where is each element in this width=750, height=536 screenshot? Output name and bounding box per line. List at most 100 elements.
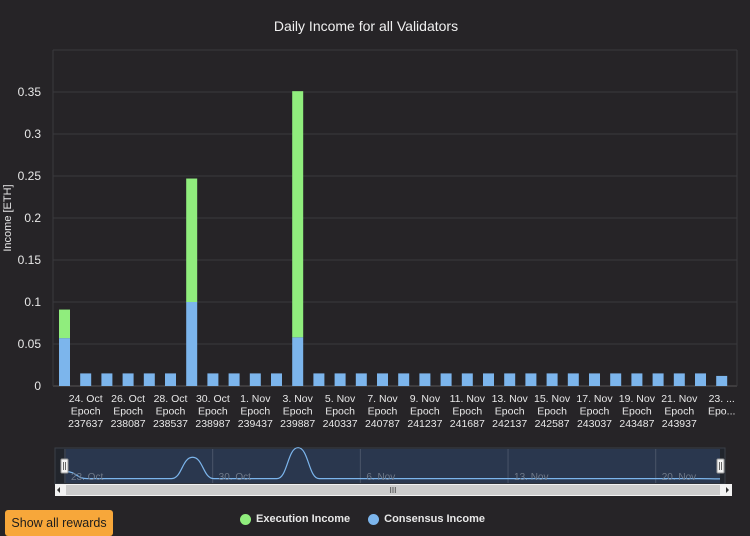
navigator-left-handle[interactable] — [60, 458, 69, 474]
x-tick-text: Epoch — [410, 406, 440, 418]
navigator-series-line — [65, 447, 721, 480]
bar-consensus-25-oct[interactable] — [101, 373, 113, 386]
x-tick-text: 23. ... — [709, 393, 735, 405]
bar-consensus-8-nov[interactable] — [398, 373, 410, 386]
navigator-label: 23. Oct — [71, 472, 103, 483]
legend-label: Consensus Income — [384, 513, 485, 525]
x-tick-text: 30. Oct — [196, 393, 230, 405]
bar-consensus-4-nov[interactable] — [313, 373, 325, 386]
bar-consensus-10-nov[interactable] — [440, 373, 452, 386]
bar-consensus-21-nov[interactable] — [673, 373, 685, 386]
y-tick-label: 0 — [34, 379, 41, 393]
x-tick-text: 238087 — [111, 418, 146, 430]
bar-consensus-31-oct[interactable] — [228, 373, 240, 386]
bar-consensus-9-nov[interactable] — [419, 373, 431, 386]
y-tick-label: 0.1 — [24, 295, 41, 309]
x-tick-text: Epoch — [198, 406, 228, 418]
scroll-left-arrow-icon[interactable] — [57, 487, 60, 493]
x-tick-text: 237637 — [68, 418, 103, 430]
scroll-right-arrow-icon[interactable] — [726, 487, 729, 493]
x-tick-text: 5. Nov — [325, 393, 356, 405]
bar-execution-23-oct[interactable] — [59, 309, 70, 339]
x-tick-text: 243037 — [577, 418, 612, 430]
bar-consensus-26-oct[interactable] — [122, 373, 134, 386]
gridlines — [52, 49, 738, 387]
x-tick-text: 241237 — [407, 418, 442, 430]
bar-consensus-15-nov[interactable] — [546, 373, 558, 386]
x-tick-text: 15. Nov — [534, 393, 571, 405]
navigator-label: 13. Nov — [514, 472, 548, 483]
bar-consensus-30-oct[interactable] — [207, 373, 219, 386]
x-tick-text: 1. Nov — [240, 393, 271, 405]
legend-item-consensus-income[interactable]: Consensus Income — [368, 513, 485, 525]
navigator-label: 20. Nov — [662, 472, 696, 483]
navigator-scrollbar[interactable]: III — [55, 484, 732, 496]
bar-consensus-17-nov[interactable] — [589, 373, 600, 386]
bar-consensus-19-nov[interactable] — [631, 373, 643, 386]
y-tick-label: 0.35 — [18, 85, 42, 99]
bar-consensus-1-nov[interactable] — [249, 373, 261, 386]
x-tick-text: 242587 — [535, 418, 570, 430]
x-tick-text: 9. Nov — [410, 393, 441, 405]
legend-dot-icon — [368, 513, 380, 525]
bar-consensus-13-nov[interactable] — [504, 373, 516, 386]
x-tick-text: 17. Nov — [576, 393, 613, 405]
y-tick-label: 0.3 — [24, 127, 41, 141]
x-tick-text: Epo... — [708, 406, 735, 418]
bar-consensus-6-nov[interactable] — [355, 373, 367, 386]
bar-consensus-11-nov[interactable] — [461, 373, 473, 386]
legend-item-execution-income[interactable]: Execution Income — [240, 513, 350, 525]
bar-execution-29-oct[interactable] — [186, 178, 198, 302]
bar-consensus-24-oct[interactable] — [80, 373, 92, 386]
bar-consensus-18-nov[interactable] — [610, 373, 622, 386]
scrollbar-thumb[interactable] — [66, 485, 720, 495]
x-tick-text: 11. Nov — [450, 393, 486, 405]
y-tick-label: 0.15 — [18, 253, 42, 267]
bar-execution-3-nov[interactable] — [292, 91, 304, 338]
x-tick-text: 3. Nov — [283, 393, 314, 405]
x-tick-text: 243937 — [662, 418, 697, 430]
navigator-right-handle[interactable] — [716, 458, 725, 474]
x-tick-text: 243487 — [619, 418, 654, 430]
bar-consensus-22-nov[interactable] — [695, 373, 706, 386]
bar-consensus-5-nov[interactable] — [334, 373, 346, 386]
x-tick-text: Epoch — [113, 406, 143, 418]
y-axis-label: Income [ETH] — [2, 184, 14, 251]
bars[interactable] — [59, 91, 728, 386]
navigator[interactable]: 23. Oct 30. Oct 6. Nov 13. Nov 20. Nov — [54, 447, 726, 485]
x-tick-text: 21. Nov — [661, 393, 698, 405]
y-tick-label: 0.2 — [24, 211, 41, 225]
bar-consensus-14-nov[interactable] — [525, 373, 537, 386]
bar-consensus-27-oct[interactable] — [143, 373, 155, 386]
show-all-rewards-button[interactable]: Show all rewards — [5, 510, 113, 536]
bar-consensus-12-nov[interactable] — [483, 373, 494, 386]
x-tick-text: Epoch — [156, 406, 186, 418]
x-tick-text: 13. Nov — [492, 393, 529, 405]
x-tick-text: 240787 — [365, 418, 400, 430]
bar-consensus-3-nov[interactable] — [292, 337, 304, 386]
x-tick-text: 26. Oct — [111, 393, 145, 405]
bar-consensus-7-nov[interactable] — [377, 373, 388, 386]
x-tick-text: 24. Oct — [69, 393, 103, 405]
bar-consensus-16-nov[interactable] — [567, 373, 579, 386]
bar-consensus-20-nov[interactable] — [652, 373, 664, 386]
bar-consensus-28-oct[interactable] — [165, 373, 176, 386]
bar-consensus-2-nov[interactable] — [271, 373, 282, 386]
x-tick-text: 238537 — [153, 418, 188, 430]
bar-consensus-23-oct[interactable] — [59, 338, 70, 386]
bar-consensus-29-oct[interactable] — [186, 302, 198, 386]
y-tick-label: 0.05 — [18, 337, 42, 351]
chart-title: Daily Income for all Validators — [274, 18, 458, 34]
bar-consensus-23-nov[interactable] — [716, 375, 728, 386]
